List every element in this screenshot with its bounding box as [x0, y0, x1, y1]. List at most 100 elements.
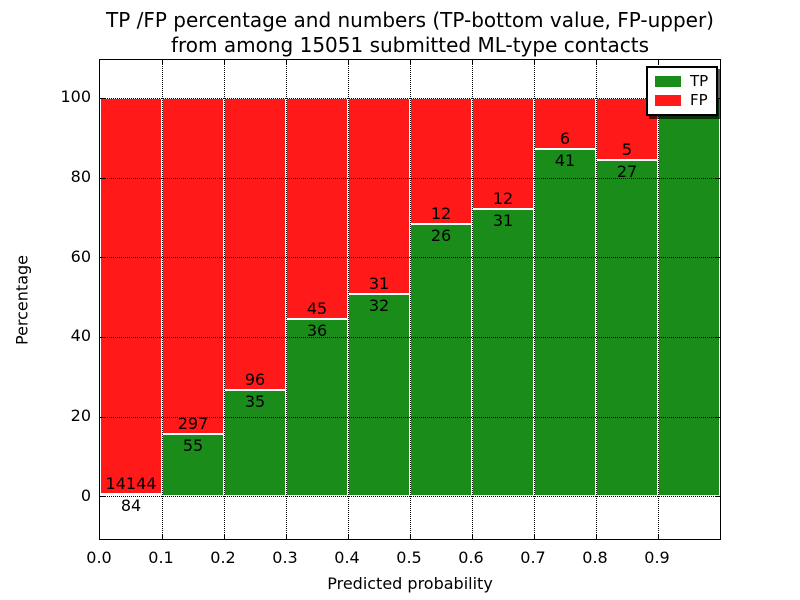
bar-count-label-tp: 84	[120, 495, 142, 515]
bar-segment-fp	[286, 97, 348, 320]
x-tick-mark	[534, 60, 535, 65]
y-tick-label: 100	[60, 87, 91, 107]
x-axis-label: Predicted probability	[327, 574, 493, 593]
bar-segment-tp	[286, 319, 348, 497]
bar-count-label-tp: 31	[492, 211, 514, 231]
chart-title-line2: from among 15051 submitted ML-type conta…	[170, 33, 650, 57]
bar-count-label-tp: 32	[368, 295, 390, 315]
x-tick-mark	[534, 534, 535, 539]
bar-segment-tp	[658, 97, 720, 497]
x-tick-label: 0.7	[520, 548, 546, 567]
x-tick-mark	[286, 534, 287, 539]
x-tick-mark	[348, 534, 349, 539]
y-tick-mark	[100, 177, 105, 179]
y-tick-mark	[715, 496, 720, 498]
gridline-vertical	[596, 60, 597, 539]
chart-title: TP /FP percentage and numbers (TP-bottom…	[99, 8, 721, 58]
gridline-vertical	[348, 60, 349, 539]
x-tick-mark	[162, 534, 163, 539]
y-tick-label: 80	[70, 167, 91, 186]
gridline-vertical	[162, 60, 163, 539]
bar-count-label-fp: 297	[177, 413, 209, 433]
bar-segment-tp	[100, 493, 162, 497]
x-tick-label: 0.1	[148, 548, 174, 567]
bar-count-label-fp: 14144	[105, 473, 157, 493]
x-tick-mark	[658, 534, 659, 539]
bar-count-label-fp: 31	[368, 273, 390, 293]
x-tick-mark	[410, 534, 411, 539]
x-tick-mark	[658, 60, 659, 65]
bar-segment-tp	[348, 293, 410, 497]
gridline-vertical	[534, 60, 535, 539]
bar-segment-tp	[596, 160, 658, 497]
legend-label-fp: FP	[690, 91, 708, 109]
bar-segment-fp	[162, 97, 224, 434]
legend-label-tp: TP	[690, 72, 709, 90]
chart-title-line1: TP /FP percentage and numbers (TP-bottom…	[106, 8, 714, 32]
plot-area: 1414484297559635453631321226123164152736	[99, 59, 721, 540]
x-tick-label: 0.4	[334, 548, 360, 567]
legend-box: TP FP	[646, 66, 719, 116]
y-axis-label: Percentage	[12, 254, 32, 346]
bar-count-label-tp: 26	[430, 225, 452, 245]
bar-count-label-tp: 35	[244, 391, 266, 411]
legend-swatch-fp-icon	[655, 95, 681, 106]
bar-count-label-tp: 41	[554, 150, 576, 170]
legend-swatch-tp-icon	[655, 76, 681, 87]
y-tick-mark	[100, 257, 105, 259]
y-tick-mark	[100, 416, 105, 418]
x-tick-mark	[348, 60, 349, 65]
gridline-vertical	[286, 60, 287, 539]
y-tick-label: 40	[70, 326, 91, 346]
bar-count-label-fp: 45	[306, 299, 328, 319]
y-tick-label: 0	[80, 485, 91, 505]
bar-segment-fp	[224, 97, 286, 390]
x-tick-mark	[596, 60, 597, 65]
y-tick-label: 20	[70, 406, 91, 425]
bar-segment-fp	[472, 97, 534, 209]
x-tick-mark	[224, 534, 225, 539]
gridline-vertical	[224, 60, 225, 539]
legend-item-fp: FP	[655, 91, 708, 110]
bar-count-label-fp: 12	[430, 203, 452, 223]
x-tick-label: 0.0	[86, 548, 112, 567]
x-tick-label: 0.8	[582, 548, 608, 567]
y-tick-mark	[715, 336, 720, 338]
y-tick-mark	[100, 336, 105, 338]
bar-count-label-fp: 6	[559, 128, 571, 148]
bar-segment-tp	[162, 433, 224, 497]
y-tick-mark	[715, 257, 720, 259]
y-tick-mark	[100, 97, 105, 99]
gridline-vertical	[410, 60, 411, 539]
bar-count-label-fp: 12	[492, 189, 514, 209]
bar-count-label-tp: 55	[182, 435, 204, 455]
bar-count-label-tp: 36	[306, 321, 328, 341]
bar-segment-tp	[410, 223, 472, 497]
bar-segment-tp	[472, 209, 534, 497]
x-tick-label: 0.9	[644, 548, 670, 567]
x-tick-label: 0.6	[458, 548, 484, 567]
x-tick-label: 0.5	[396, 548, 422, 567]
bar-count-label-fp: 96	[244, 369, 266, 389]
x-tick-mark	[162, 60, 163, 65]
y-tick-mark	[715, 416, 720, 418]
x-tick-label: 0.3	[272, 548, 298, 567]
y-tick-label: 60	[70, 246, 91, 266]
x-tick-mark	[410, 60, 411, 65]
x-tick-mark	[286, 60, 287, 65]
bar-count-label-fp: 5	[621, 140, 633, 160]
plot-inner: 1414484297559635453631321226123164152736	[100, 60, 720, 539]
legend-item-tp: TP	[655, 72, 708, 91]
bar-segment-fp	[100, 97, 162, 494]
gridline-vertical	[472, 60, 473, 539]
y-tick-mark	[100, 496, 105, 498]
x-tick-mark	[472, 534, 473, 539]
x-tick-mark	[472, 60, 473, 65]
x-tick-label: 0.2	[210, 548, 236, 567]
bar-count-label-tp: 27	[616, 162, 638, 182]
gridline-vertical	[658, 60, 659, 539]
bar-segment-fp	[348, 97, 410, 294]
y-tick-mark	[715, 177, 720, 179]
bar-segment-tp	[534, 148, 596, 497]
